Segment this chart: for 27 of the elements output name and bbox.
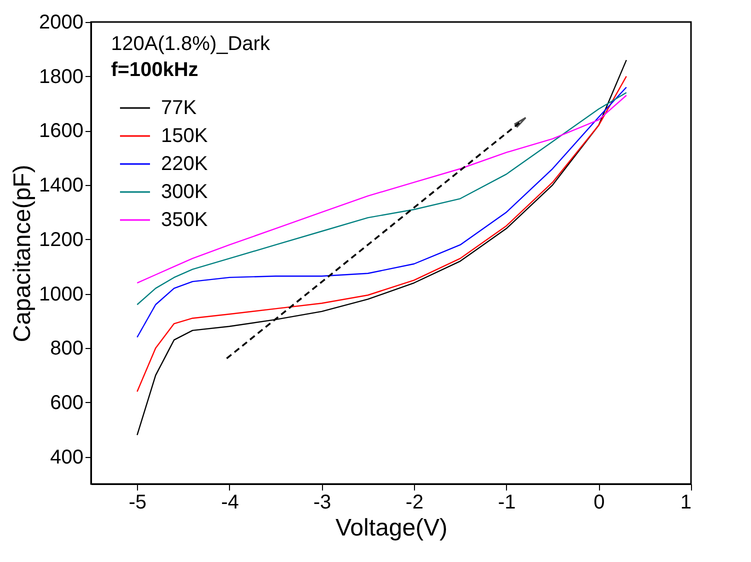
- legend-label: 150K: [161, 125, 208, 147]
- y-tick-label: 400: [50, 446, 84, 468]
- x-tick-label: -3: [313, 492, 332, 514]
- y-tick-label: 2000: [39, 12, 84, 34]
- legend-label: 220K: [161, 153, 208, 175]
- legend-title: 120A(1.8%)_Dark: [111, 33, 271, 55]
- y-tick-label: 1800: [39, 66, 84, 88]
- x-tick-label: -2: [406, 492, 424, 514]
- y-tick-label: 800: [50, 338, 84, 360]
- annotation: f=100kHz: [111, 59, 198, 81]
- y-tick-label: 1600: [39, 120, 84, 142]
- x-axis-title: Voltage(V): [335, 514, 448, 542]
- y-tick-label: 1400: [39, 174, 84, 197]
- y-axis-title: Capacitance(pF): [9, 164, 36, 342]
- legend-label: 300K: [161, 181, 208, 203]
- y-tick-label: 1200: [39, 228, 84, 251]
- x-tick-label: -4: [221, 492, 239, 514]
- y-tick-label: 600: [50, 392, 84, 414]
- x-tick-label: -1: [498, 492, 516, 514]
- line-series: [136, 86, 627, 338]
- legend-label: 77K: [161, 97, 198, 119]
- line-series: [136, 76, 627, 392]
- x-tick-label: -5: [128, 492, 147, 514]
- y-tick-label: 1000: [39, 283, 84, 306]
- x-tick-label: 1: [680, 492, 692, 514]
- legend-label: 350K: [161, 209, 208, 231]
- x-tick-label: 0: [594, 492, 605, 514]
